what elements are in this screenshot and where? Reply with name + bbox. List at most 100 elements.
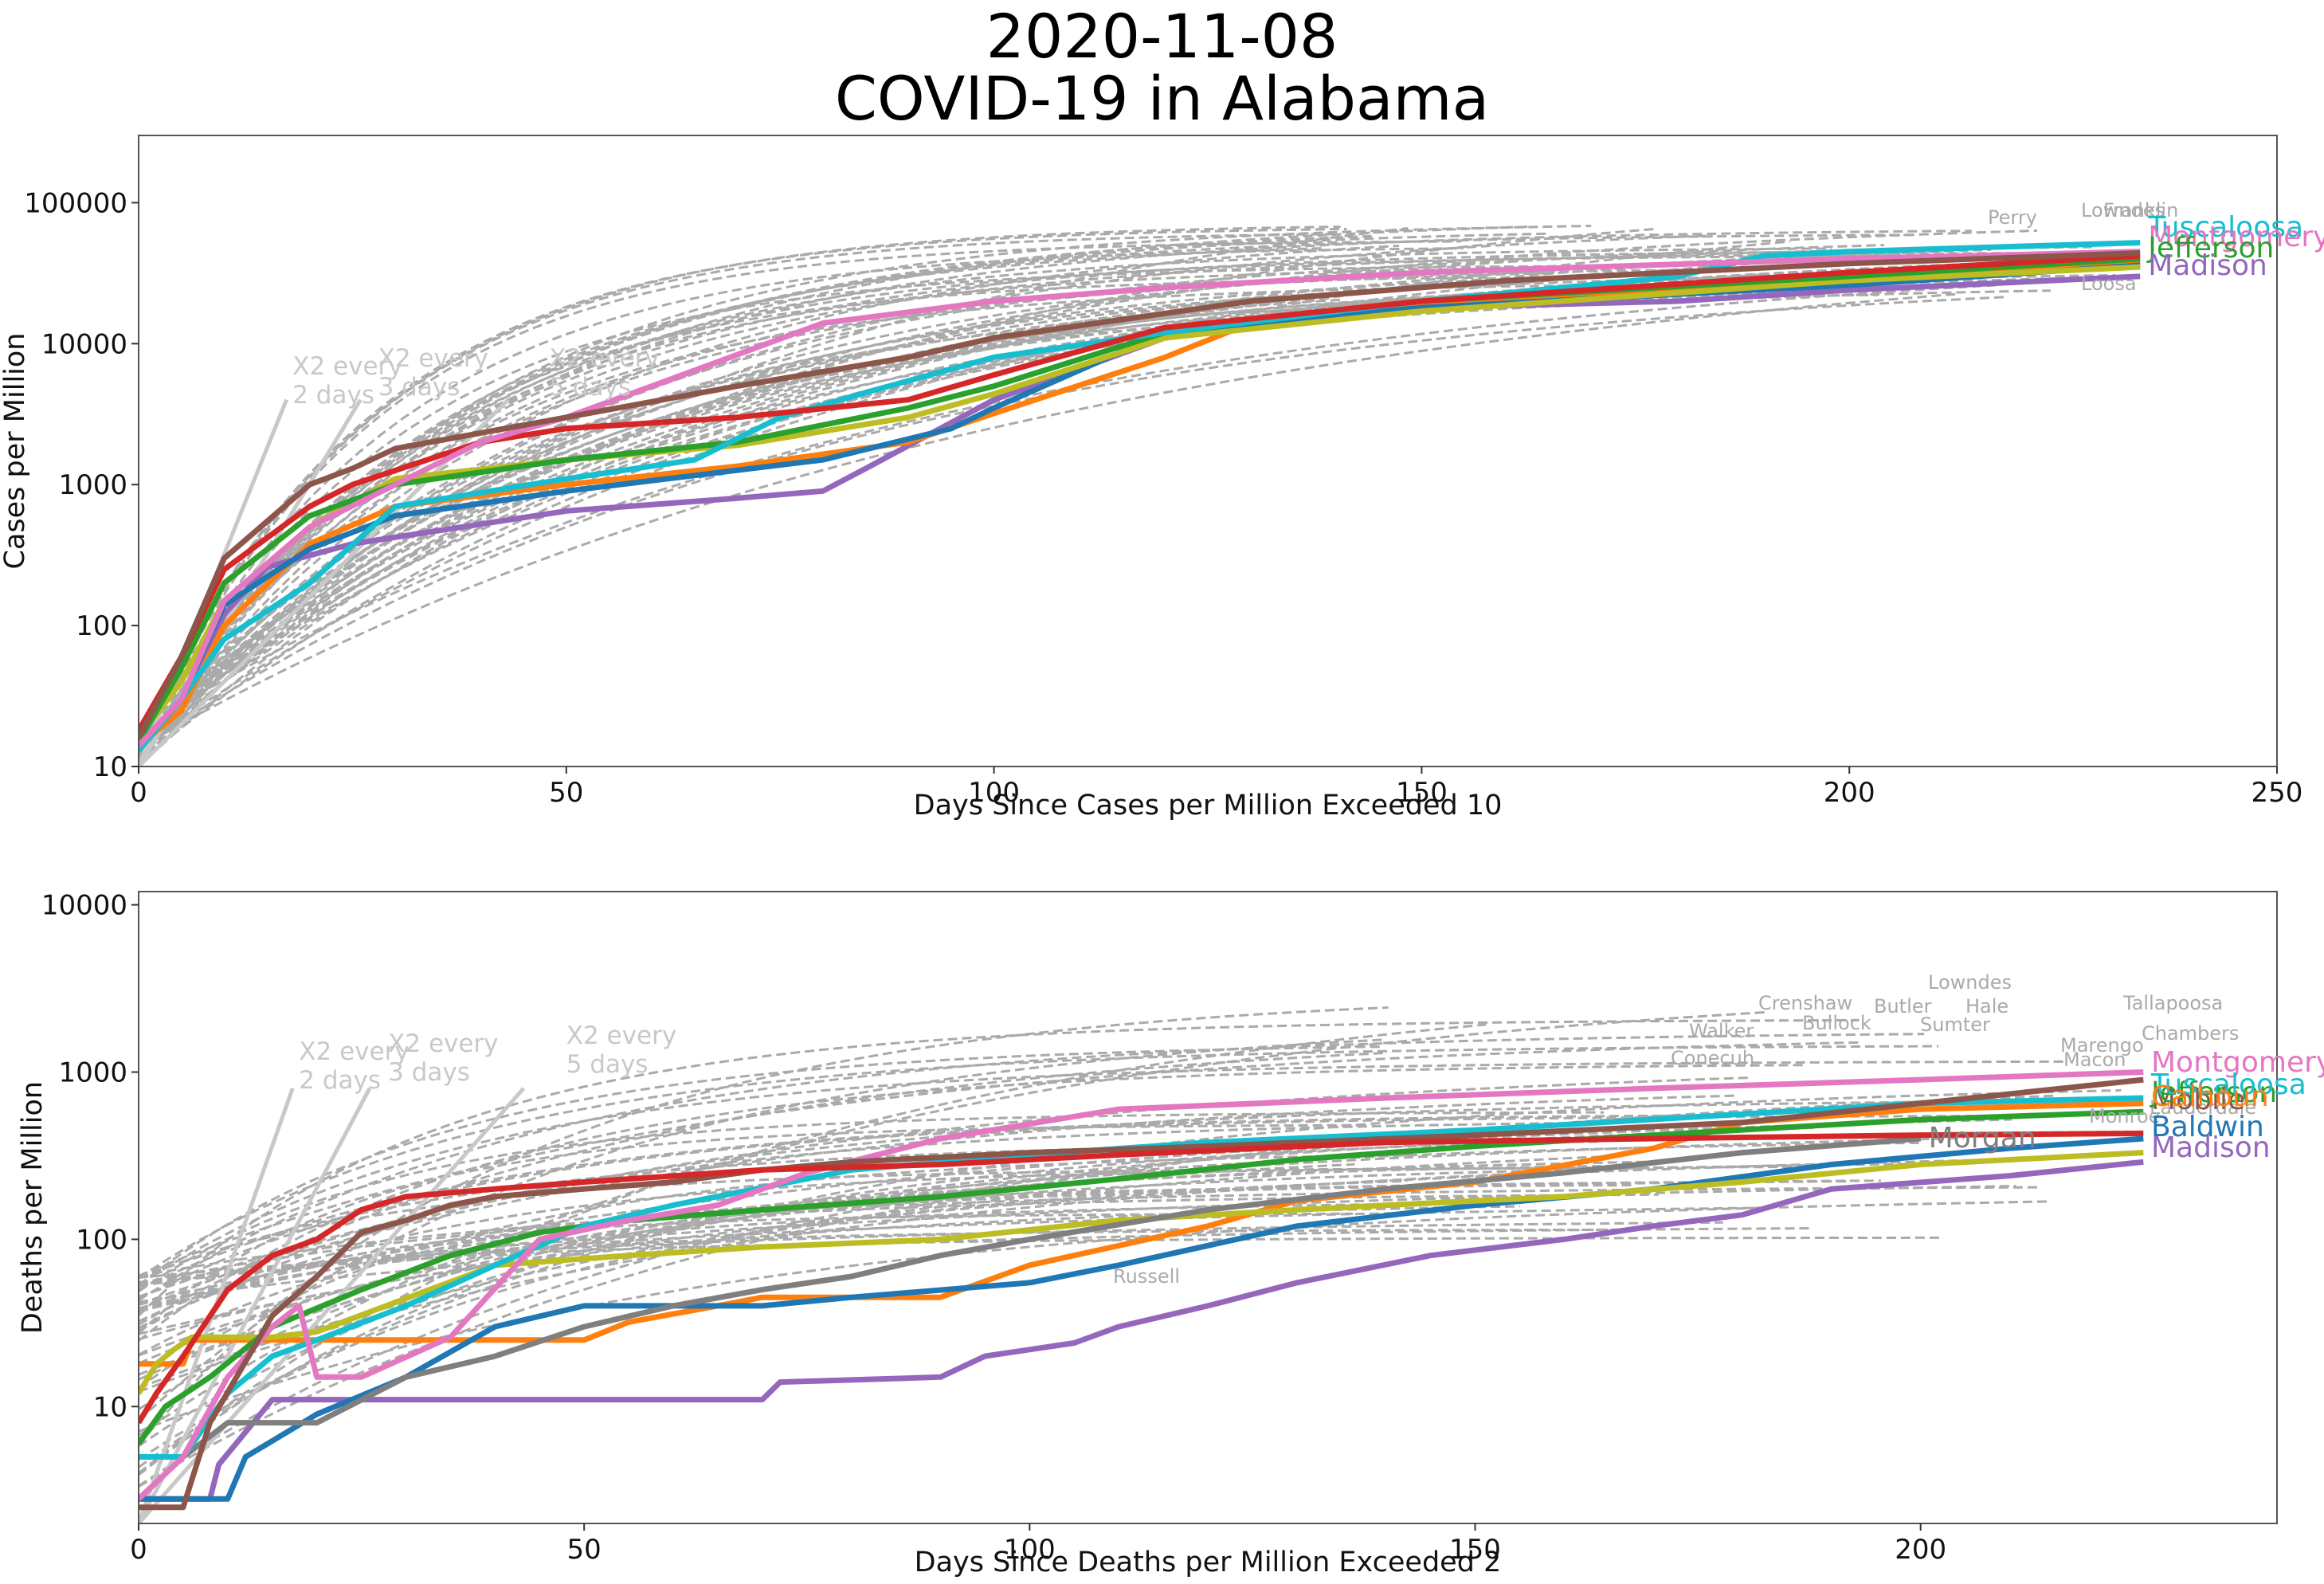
series-line-mobile (139, 250, 2141, 739)
end-label-morgan: Morgan (1929, 1122, 2036, 1155)
end-label-montgomery: Montgomery (2151, 1046, 2324, 1079)
series-line-lee (139, 253, 2141, 732)
x-tick-label: 150 (1396, 777, 1448, 809)
y-tick-label: 10 (93, 1391, 127, 1423)
background-county-line (139, 250, 1849, 743)
background-county-line (139, 1041, 1861, 1277)
background-county-line (139, 1166, 1642, 1280)
county-annotation: Lowndes (2081, 199, 2165, 222)
x-tick-label: 100 (968, 777, 1020, 809)
doubling-guide-label: X2 every 5 days (566, 1021, 676, 1079)
background-county-line (139, 1179, 1408, 1468)
series-line-shelby (139, 1150, 2144, 1395)
background-county-line (139, 276, 1538, 760)
county-annotation: Tallapoosa (2122, 992, 2223, 1014)
county-annotation: Lauderdale (2150, 1096, 2256, 1119)
background-county-line (139, 1051, 1388, 1326)
county-annotation: Franklin (2103, 199, 2178, 222)
county-annotation: Loosa (2081, 272, 2137, 295)
background-county-line (139, 1166, 1816, 1329)
doubling-guide-label: X2 every 2 days (292, 352, 402, 410)
series-line-montgomery (139, 1069, 2144, 1501)
background-county-line (139, 296, 2006, 753)
x-axis-label: Days Since Cases per Million Exceeded 10 (914, 790, 1503, 821)
axes-frame (138, 891, 2278, 1524)
background-county-line (139, 1060, 2067, 1287)
y-tick-label: 100000 (24, 187, 127, 219)
background-county-line (139, 225, 1592, 764)
background-county-line (139, 1130, 2127, 1476)
background-county-line (139, 252, 2011, 751)
x-tick-label: 100 (1004, 1534, 1056, 1566)
background-county-line (139, 1023, 1487, 1475)
background-county-line (139, 1033, 1925, 1302)
x-tick-label: 200 (1824, 777, 1875, 809)
background-county-line (139, 265, 1601, 755)
background-county-line (139, 1179, 1881, 1312)
end-label-jefferson: Jefferson (2146, 232, 2274, 265)
background-county-line (139, 229, 2038, 764)
series-line-lee (139, 1130, 2144, 1425)
background-county-line (139, 225, 1341, 747)
background-county-line (139, 254, 1882, 747)
background-county-line (139, 244, 1884, 749)
y-axis-label: Deaths per Million (17, 1081, 49, 1334)
series-line-calhoun (139, 259, 2141, 748)
end-label-calhoun: Calhoun (2151, 1080, 2269, 1113)
end-label-tuscaloosa: Tuscaloosa (2147, 211, 2303, 244)
x-tick-label: 0 (130, 777, 147, 809)
background-county-line (139, 265, 1631, 751)
doubling-guide-label: X2 every 3 days (378, 344, 488, 402)
plot-area (139, 1006, 2144, 1523)
background-county-line (139, 225, 1530, 734)
series-line-baldwin (139, 1135, 2144, 1502)
background-county-line (139, 1193, 1659, 1285)
series-line-tuscaloosa (139, 240, 2141, 753)
end-label-baldwin: Baldwin (2151, 1111, 2264, 1143)
background-county-line (139, 1123, 1364, 1335)
background-county-line (139, 1045, 1381, 1287)
x-axis-label: Days Since Deaths per Million Exceeded 2 (915, 1547, 1502, 1578)
background-county-line (139, 1157, 2059, 1335)
background-county-line (139, 1045, 1939, 1280)
y-axis-label: Cases per Million (0, 333, 31, 570)
axes-frame (138, 135, 2278, 767)
end-label-mobile: Mobile (2151, 1084, 2245, 1116)
end-label-montgomery: Montgomery (2148, 221, 2324, 253)
county-annotation: Monroe (2089, 1105, 2160, 1127)
background-county-line (139, 1064, 1807, 1342)
background-county-line (139, 1206, 1770, 1286)
y-tick-label: 10000 (41, 890, 127, 922)
background-county-line (139, 229, 1972, 735)
y-tick-label: 100 (76, 610, 127, 642)
x-tick-label: 50 (549, 777, 583, 809)
chart-title: COVID-19 in Alabama (834, 63, 1490, 134)
background-county-line (139, 248, 1992, 767)
background-county-line (139, 292, 1960, 749)
y-tick-label: 100 (76, 1224, 127, 1256)
county-annotation: Bullock (1802, 1012, 1871, 1034)
background-county-line (139, 1006, 1389, 1446)
x-tick-label: 150 (1449, 1534, 1501, 1566)
doubling-guide-label: X2 every 3 days (388, 1029, 498, 1087)
y-tick-label: 1000 (58, 469, 127, 501)
background-county-line (139, 1202, 1398, 1313)
background-county-line (139, 1185, 2016, 1284)
background-county-line (139, 1164, 1612, 1410)
background-county-line (139, 283, 2003, 732)
background-county-line (139, 228, 1347, 751)
county-annotation: Walker (1689, 1020, 1754, 1042)
x-tick-label: 200 (1895, 1534, 1946, 1566)
end-label-jefferson: Jefferson (2150, 1076, 2277, 1109)
background-county-line (139, 1018, 1860, 1317)
county-annotation: Chambers (2142, 1022, 2239, 1045)
county-annotation: Perry (1988, 206, 2037, 229)
background-county-line (139, 1160, 1668, 1365)
county-annotation: Crenshaw (1758, 992, 1852, 1014)
y-tick-label: 1000 (58, 1057, 127, 1089)
county-annotation: Macon (2063, 1049, 2126, 1071)
end-label-tuscaloosa: Tuscaloosa (2150, 1068, 2306, 1101)
end-label-madison: Madison (2151, 1131, 2271, 1164)
